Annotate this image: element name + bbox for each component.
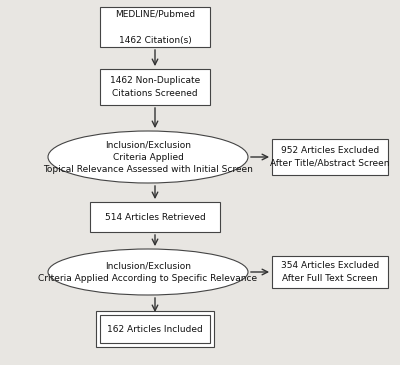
FancyBboxPatch shape	[100, 7, 210, 47]
Text: 514 Articles Retrieved: 514 Articles Retrieved	[105, 212, 205, 222]
FancyBboxPatch shape	[100, 315, 210, 343]
FancyBboxPatch shape	[90, 202, 220, 232]
Text: 952 Articles Excluded
After Title/Abstract Screen: 952 Articles Excluded After Title/Abstra…	[270, 146, 390, 168]
Ellipse shape	[48, 249, 248, 295]
FancyBboxPatch shape	[272, 256, 388, 288]
Text: MEDLINE/Pubmed

1462 Citation(s): MEDLINE/Pubmed 1462 Citation(s)	[115, 9, 195, 45]
Text: 1462 Non-Duplicate
Citations Screened: 1462 Non-Duplicate Citations Screened	[110, 76, 200, 98]
FancyBboxPatch shape	[96, 311, 214, 347]
Text: 162 Articles Included: 162 Articles Included	[107, 324, 203, 334]
FancyBboxPatch shape	[272, 139, 388, 175]
Text: Inclusion/Exclusion
Criteria Applied
Topical Relevance Assessed with Initial Scr: Inclusion/Exclusion Criteria Applied Top…	[43, 140, 253, 174]
Text: Inclusion/Exclusion
Criteria Applied According to Specific Relevance: Inclusion/Exclusion Criteria Applied Acc…	[38, 261, 258, 283]
Ellipse shape	[48, 131, 248, 183]
FancyBboxPatch shape	[100, 69, 210, 105]
Text: 354 Articles Excluded
After Full Text Screen: 354 Articles Excluded After Full Text Sc…	[281, 261, 379, 283]
